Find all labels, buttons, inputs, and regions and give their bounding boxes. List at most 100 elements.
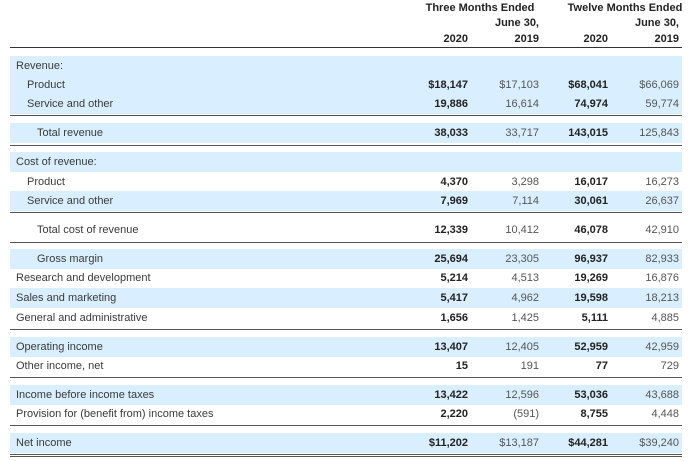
header-twelve-months-line2: June 30, [634,17,679,29]
value-cell: 1,656 [440,312,468,324]
value-cell: 19,598 [574,292,608,304]
value-cell: 18,213 [645,292,679,304]
header-rule [10,47,682,48]
value-cell: $18,147 [428,79,468,91]
header-year-12m-2020: 2020 [583,33,608,45]
header-three-months-line2: June 30, [494,17,539,29]
value-cell: 3,298 [511,176,539,188]
value-cell: 4,885 [651,312,679,324]
value-cell: 26,637 [645,195,679,207]
table-row-revenue-heading: Revenue: [10,56,682,76]
value-cell: 729 [660,360,679,372]
row-label: Research and development [16,272,151,284]
table-row-net-income: Net income $11,202 $13,187 $44,281 $39,2… [10,433,682,453]
value-cell: 16,876 [645,272,679,284]
header-twelve-months-line1: Twelve Months Ended [567,2,683,14]
row-label: Revenue: [16,60,64,72]
value-cell: 96,937 [574,253,608,265]
row-rule [10,242,682,243]
value-cell: 43,688 [645,389,679,401]
value-cell: 12,596 [505,389,539,401]
row-label: Product [27,79,65,91]
row-label: Cost of revenue: [16,156,97,168]
header-year-12m-2019: 2019 [654,33,679,45]
value-cell: 46,078 [574,224,608,236]
value-cell: 2,220 [440,408,468,420]
value-cell: 5,214 [440,272,468,284]
value-cell: 25,694 [434,253,468,265]
value-cell: 42,910 [645,224,679,236]
value-cell: 42,959 [645,341,679,353]
value-cell: 38,033 [434,127,468,139]
value-cell: 7,114 [512,195,539,207]
value-cell: 52,959 [574,341,608,353]
table-row-cost-product: Product 4,370 3,298 16,017 16,273 [10,172,682,192]
value-cell: 4,370 [440,176,468,188]
value-cell: $17,103 [499,79,539,91]
header-year-3m-2020: 2020 [443,33,468,45]
value-cell: 5,111 [581,312,608,324]
row-label: Net income [16,437,72,449]
value-cell: 82,933 [645,253,679,265]
row-rule [10,454,682,455]
value-cell: 1,425 [511,312,539,324]
table-row-sales-marketing: Sales and marketing 5,417 4,962 19,598 1… [10,288,682,308]
table-row-service: Service and other 19,886 16,614 74,974 5… [10,94,682,114]
table-row-cost-heading: Cost of revenue: [10,152,682,172]
row-rule [10,329,682,330]
value-cell: 16,273 [645,176,679,188]
value-cell: 4,962 [511,292,539,304]
table-row-income-before-taxes: Income before income taxes 13,422 12,596… [10,385,682,405]
value-cell: $13,187 [499,437,539,449]
row-label: Sales and marketing [16,292,117,304]
value-cell: 30,061 [574,195,608,207]
row-rule [10,425,682,426]
table-row-product: Product $18,147 $17,103 $68,041 $66,069 [10,75,682,95]
row-label: General and administrative [16,312,148,324]
row-rule [10,115,682,116]
row-label: Other income, net [16,360,104,372]
value-cell: 191 [520,360,539,372]
row-label: Operating income [16,341,103,353]
value-cell: 74,974 [574,98,608,110]
value-cell: 16,614 [505,98,539,110]
row-rule [10,456,682,457]
table-row-gross-margin: Gross margin 25,694 23,305 96,937 82,933 [10,249,682,269]
value-cell: 53,036 [574,389,608,401]
value-cell: 10,412 [505,224,539,236]
table-row-cost-service: Service and other 7,969 7,114 30,061 26,… [10,191,682,211]
row-rule [10,212,682,213]
value-cell: 8,755 [580,408,608,420]
table-row-research-development: Research and development 5,214 4,513 19,… [10,268,682,288]
table-row-operating-income: Operating income 13,407 12,405 52,959 42… [10,337,682,357]
value-cell: 19,886 [434,98,468,110]
value-cell: 16,017 [574,176,608,188]
table-row-total-cost: Total cost of revenue 12,339 10,412 46,0… [10,220,682,240]
value-cell: $68,041 [568,79,608,91]
value-cell: 4,513 [511,272,539,284]
value-cell: $11,202 [428,437,468,449]
row-label: Income before income taxes [16,389,155,401]
value-cell: 33,717 [505,127,539,139]
value-cell: 4,448 [651,408,679,420]
value-cell: 5,417 [440,292,468,304]
value-cell: 15 [455,360,468,372]
value-cell: 7,969 [440,195,468,207]
value-cell: 13,422 [434,389,468,401]
header-three-months-line1: Three Months Ended [425,2,535,14]
row-label: Total revenue [37,127,104,139]
value-cell: $44,281 [568,437,608,449]
row-rule [10,377,682,378]
value-cell: 12,405 [505,341,539,353]
row-label: Total cost of revenue [37,224,139,236]
value-cell: 13,407 [434,341,468,353]
value-cell: (591) [513,408,539,420]
value-cell: 12,339 [434,224,468,236]
row-label: Service and other [27,98,114,110]
table-row-other-income: Other income, net 15 191 77 729 [10,356,682,376]
value-cell: 59,774 [645,98,679,110]
row-rule [10,145,682,146]
table-row-general-administrative: General and administrative 1,656 1,425 5… [10,308,682,328]
table-row-provision-taxes: Provision for (benefit from) income taxe… [10,404,682,424]
